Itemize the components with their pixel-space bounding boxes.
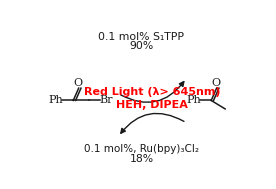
Text: Ph: Ph: [49, 95, 63, 105]
Text: O: O: [73, 78, 83, 88]
Text: Br: Br: [100, 95, 113, 105]
Text: 0.1 mol% S₁TPP: 0.1 mol% S₁TPP: [99, 32, 184, 42]
Text: Ph: Ph: [186, 95, 201, 105]
Text: 18%: 18%: [129, 154, 153, 164]
Text: 90%: 90%: [129, 41, 153, 51]
Text: Red Light (λ> 645nm): Red Light (λ> 645nm): [84, 87, 221, 97]
FancyArrowPatch shape: [121, 82, 184, 102]
Text: HEH, DIPEA: HEH, DIPEA: [116, 100, 188, 110]
Text: 0.1 mol%, Ru(bpy)₃Cl₂: 0.1 mol%, Ru(bpy)₃Cl₂: [84, 144, 199, 154]
Text: O: O: [211, 78, 221, 88]
FancyArrowPatch shape: [121, 113, 184, 133]
